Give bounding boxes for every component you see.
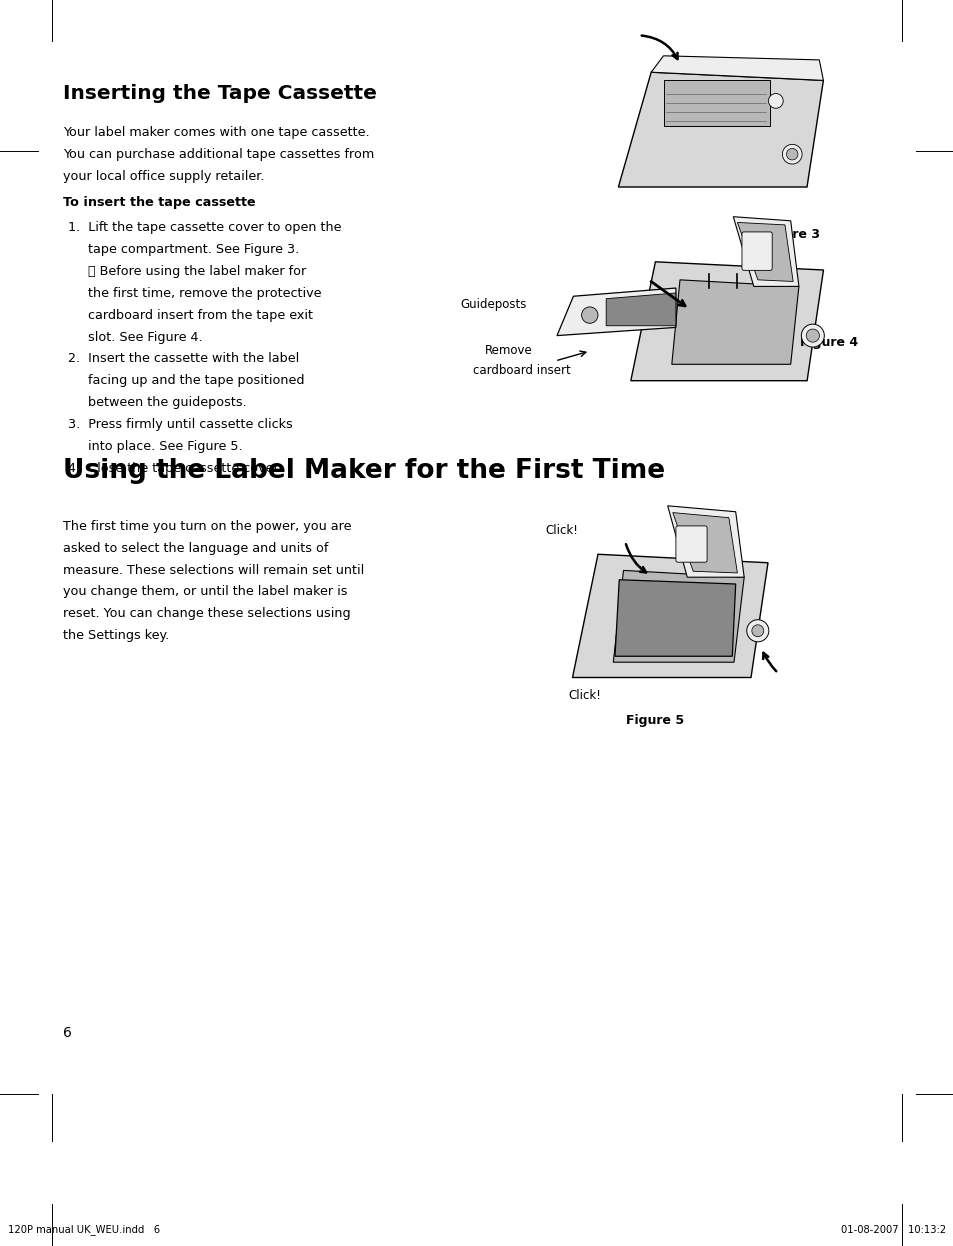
Text: ⓘ Before using the label maker for: ⓘ Before using the label maker for — [68, 265, 306, 278]
Text: measure. These selections will remain set until: measure. These selections will remain se… — [63, 563, 364, 577]
Circle shape — [768, 93, 782, 108]
Text: 4.  Close the tape cassette cover.: 4. Close the tape cassette cover. — [68, 461, 281, 475]
Polygon shape — [667, 506, 743, 577]
Text: the Settings key.: the Settings key. — [63, 629, 169, 642]
Text: You can purchase additional tape cassettes from: You can purchase additional tape cassett… — [63, 148, 374, 161]
Text: tape compartment. See Figure 3.: tape compartment. See Figure 3. — [68, 243, 299, 257]
Text: Figure 4: Figure 4 — [800, 336, 858, 349]
Text: 1.  Lift the tape cassette cover to open the: 1. Lift the tape cassette cover to open … — [68, 222, 341, 234]
Text: the first time, remove the protective: the first time, remove the protective — [68, 287, 321, 300]
Text: reset. You can change these selections using: reset. You can change these selections u… — [63, 607, 351, 621]
Text: 01-08-2007   10:13:2: 01-08-2007 10:13:2 — [840, 1225, 945, 1235]
Text: cardboard insert from the tape exit: cardboard insert from the tape exit — [68, 309, 313, 321]
Circle shape — [805, 329, 819, 343]
Polygon shape — [557, 288, 675, 335]
Circle shape — [746, 619, 768, 642]
Polygon shape — [733, 217, 798, 287]
Text: To insert the tape cassette: To insert the tape cassette — [63, 197, 255, 209]
FancyBboxPatch shape — [675, 526, 706, 562]
Polygon shape — [651, 56, 822, 81]
Circle shape — [581, 307, 598, 323]
Text: cardboard insert: cardboard insert — [473, 364, 570, 378]
Text: 3.  Press firmly until cassette clicks: 3. Press firmly until cassette clicks — [68, 417, 293, 431]
Circle shape — [801, 324, 823, 348]
Text: Your label maker comes with one tape cassette.: Your label maker comes with one tape cas… — [63, 126, 369, 140]
Circle shape — [781, 145, 801, 164]
Polygon shape — [613, 571, 743, 662]
Text: 6: 6 — [63, 1025, 71, 1040]
FancyBboxPatch shape — [662, 81, 769, 126]
Polygon shape — [618, 72, 822, 187]
Text: into place. See Figure 5.: into place. See Figure 5. — [68, 440, 242, 452]
Text: Click!: Click! — [544, 525, 578, 537]
Text: Inserting the Tape Cassette: Inserting the Tape Cassette — [63, 83, 376, 103]
Text: 120P manual UK_WEU.indd   6: 120P manual UK_WEU.indd 6 — [8, 1224, 160, 1235]
Polygon shape — [630, 262, 822, 381]
Text: Using the Label Maker for the First Time: Using the Label Maker for the First Time — [63, 459, 664, 483]
Circle shape — [751, 624, 763, 637]
Text: between the guideposts.: between the guideposts. — [68, 396, 247, 409]
Text: 2.  Insert the cassette with the label: 2. Insert the cassette with the label — [68, 353, 299, 365]
Polygon shape — [605, 293, 675, 325]
Text: Figure 5: Figure 5 — [625, 714, 683, 726]
Text: Click!: Click! — [567, 689, 600, 701]
Polygon shape — [672, 512, 737, 573]
Text: Remove: Remove — [484, 344, 532, 358]
Text: your local office supply retailer.: your local office supply retailer. — [63, 169, 264, 183]
Polygon shape — [572, 554, 767, 678]
Polygon shape — [737, 223, 792, 282]
FancyBboxPatch shape — [741, 232, 771, 270]
Text: slot. See Figure 4.: slot. See Figure 4. — [68, 330, 202, 344]
Polygon shape — [615, 579, 735, 657]
Text: you change them, or until the label maker is: you change them, or until the label make… — [63, 586, 347, 598]
Polygon shape — [671, 280, 798, 364]
Circle shape — [785, 148, 797, 159]
Text: asked to select the language and units of: asked to select the language and units o… — [63, 542, 328, 554]
Text: Figure 3: Figure 3 — [761, 228, 820, 240]
Text: Guideposts: Guideposts — [459, 298, 526, 312]
Text: facing up and the tape positioned: facing up and the tape positioned — [68, 374, 304, 388]
Text: The first time you turn on the power, you are: The first time you turn on the power, yo… — [63, 520, 351, 533]
